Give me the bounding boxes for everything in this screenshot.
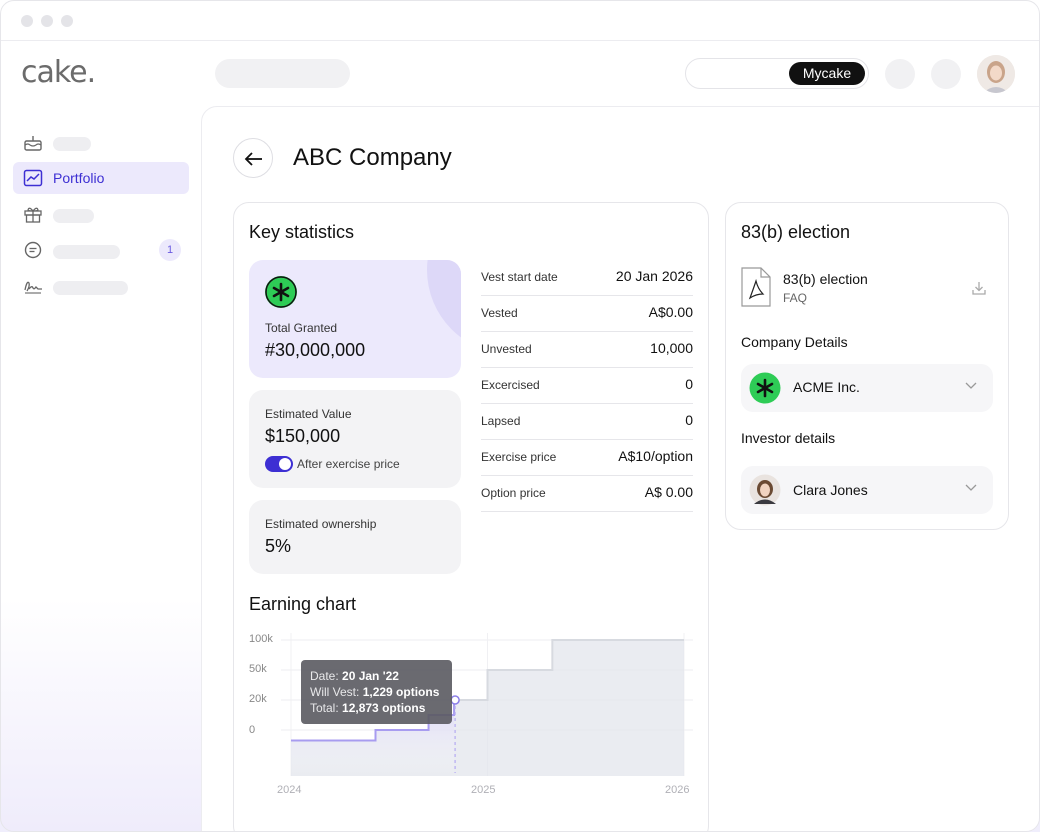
stat-row: Unvested 10,000 [481, 332, 693, 368]
app-logo[interactable]: cake. [21, 55, 96, 90]
window-close-dot[interactable] [21, 15, 33, 27]
sidebar-item-portfolio[interactable]: Portfolio [13, 162, 189, 194]
stat-row-value: 10,000 [650, 340, 693, 356]
x-tick-label: 2024 [277, 784, 302, 796]
mode-switch[interactable]: Mycake [685, 58, 869, 89]
download-icon[interactable] [971, 280, 987, 296]
tooltip-will-vest: Will Vest: 1,229 options [310, 685, 440, 699]
stat-row: Option price A$ 0.00 [481, 476, 693, 512]
stat-row-value: A$ 0.00 [644, 484, 693, 500]
sidebar-placeholder [53, 245, 120, 259]
earning-chart-title: Earning chart [249, 594, 357, 614]
sidebar-item-label: Portfolio [53, 170, 105, 186]
stat-row-label: Lapsed [481, 414, 521, 428]
sidebar-item-gifts[interactable] [13, 198, 189, 230]
sidebar-item-signatures[interactable] [13, 270, 189, 302]
mode-switch-active[interactable]: Mycake [789, 62, 865, 85]
chart-tooltip: Date: 20 Jan '22 Will Vest: 1,229 option… [301, 660, 452, 724]
arrow-left-icon [244, 152, 262, 166]
unread-badge: 1 [159, 239, 181, 261]
chart-area-past [291, 700, 455, 776]
stat-row-value: A$0.00 [648, 304, 693, 320]
stat-row-label: Vest start date [481, 270, 558, 284]
company-name: ACME Inc. [793, 379, 860, 395]
stat-row-value: 0 [685, 412, 693, 428]
company-logo-icon [749, 372, 781, 404]
search-input[interactable] [215, 59, 350, 88]
estimated-ownership-value: 5% [265, 536, 292, 556]
stat-row-value: 20 Jan 2026 [615, 268, 693, 284]
stat-row: Excercised 0 [481, 368, 693, 404]
stat-row-label: Excercised [481, 378, 540, 392]
signature-icon [24, 281, 42, 294]
gift-icon [24, 207, 42, 223]
window-zoom-dot[interactable] [61, 15, 73, 27]
y-tick-label: 100k [249, 633, 273, 645]
estimated-ownership-tile: Estimated ownership 5% [249, 500, 461, 574]
tooltip-total: Total: 12,873 options [310, 701, 426, 715]
stat-row: Vest start date 20 Jan 2026 [481, 260, 693, 296]
chevron-down-icon [965, 382, 977, 389]
stat-row: Vested A$0.00 [481, 296, 693, 332]
chart-line-past [291, 700, 456, 742]
data-point [450, 695, 460, 705]
after-exercise-toggle[interactable] [265, 456, 293, 472]
sidebar-item-home[interactable] [13, 126, 189, 158]
page-title: ABC Company [293, 144, 452, 171]
back-button[interactable] [233, 138, 273, 178]
company-logo [265, 276, 297, 308]
y-tick-label: 0 [249, 724, 256, 736]
y-tick-label: 20k [249, 693, 267, 705]
investor-avatar [749, 474, 781, 506]
asterisk-icon [265, 276, 297, 308]
y-tick-label: 50k [249, 663, 267, 675]
stat-row-label: Option price [481, 486, 546, 500]
estimated-value-value: $150,000 [265, 426, 341, 446]
help-icon[interactable] [931, 59, 961, 89]
chat-icon [24, 241, 42, 259]
estimated-ownership-label: Estimated ownership [265, 517, 377, 531]
stat-row-label: Exercise price [481, 450, 557, 464]
chart-icon [23, 169, 43, 187]
investor-details-heading: Investor details [741, 430, 836, 446]
election-doc-sub: FAQ [783, 291, 808, 305]
stat-row-label: Unvested [481, 342, 532, 356]
sidebar-placeholder [53, 137, 91, 151]
stat-row-value: A$10/option [618, 448, 693, 464]
total-granted-label: Total Granted [265, 321, 338, 335]
cake-icon [24, 136, 42, 151]
key-statistics-title: Key statistics [249, 222, 355, 242]
estimated-value-tile: Estimated Value $150,000 After exercise … [249, 390, 461, 488]
company-dropdown[interactable]: ACME Inc. [741, 364, 993, 412]
company-details-heading: Company Details [741, 334, 848, 350]
tooltip-date: Date: 20 Jan '22 [310, 669, 399, 683]
election-doc-name[interactable]: 83(b) election [783, 271, 868, 287]
chevron-down-icon [965, 484, 977, 491]
x-tick-label: 2026 [665, 784, 690, 796]
toggle-knob [279, 458, 291, 470]
investor-dropdown[interactable]: Clara Jones [741, 466, 993, 514]
toggle-label: After exercise price [297, 457, 400, 471]
sidebar-placeholder [53, 209, 94, 223]
decorative-circle [427, 260, 461, 338]
stat-row-value: 0 [685, 376, 693, 392]
notification-icon[interactable] [885, 59, 915, 89]
total-granted-tile: Total Granted #30,000,000 [249, 260, 461, 378]
user-avatar[interactable] [977, 55, 1015, 93]
election-title: 83(b) election [741, 222, 851, 242]
sidebar-item-messages[interactable]: 1 [13, 234, 189, 266]
window-minimize-dot[interactable] [41, 15, 53, 27]
sidebar-placeholder [53, 281, 128, 295]
x-tick-label: 2025 [471, 784, 496, 796]
stat-row: Exercise price A$10/option [481, 440, 693, 476]
title-bar [1, 1, 1039, 41]
investor-name: Clara Jones [793, 482, 868, 498]
pdf-file-icon [741, 267, 771, 307]
stat-row-label: Vested [481, 306, 518, 320]
total-granted-value: #30,000,000 [265, 340, 366, 360]
estimated-value-label: Estimated Value [265, 407, 352, 421]
stat-row: Lapsed 0 [481, 404, 693, 440]
